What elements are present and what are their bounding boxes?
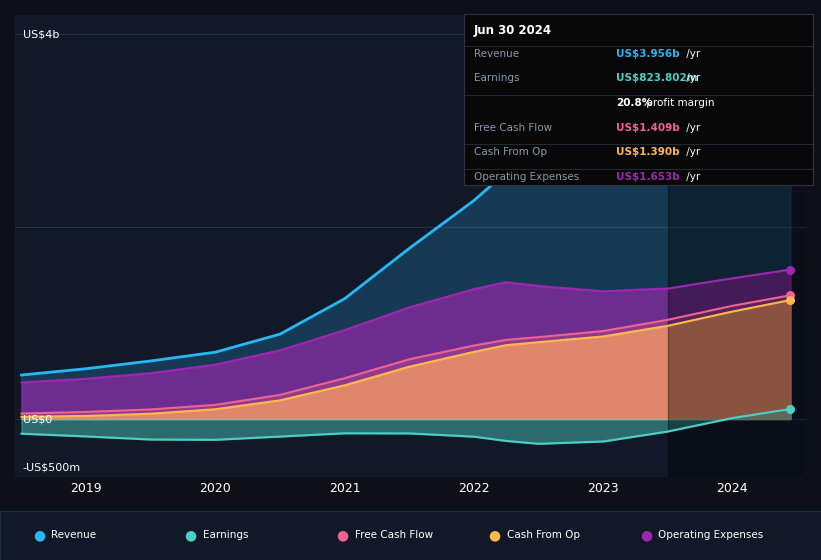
- Bar: [667, 15, 810, 477]
- Text: ●: ●: [337, 529, 349, 542]
- Point: [784, 291, 797, 300]
- Text: US$1.409b: US$1.409b: [616, 123, 680, 133]
- Text: ●: ●: [185, 529, 197, 542]
- Point: [784, 296, 797, 305]
- Text: ●: ●: [33, 529, 45, 542]
- Text: /yr: /yr: [683, 172, 700, 182]
- Text: Jun 30 2024: Jun 30 2024: [474, 24, 552, 37]
- Text: US$823.802m: US$823.802m: [616, 73, 697, 83]
- Text: /yr: /yr: [683, 49, 700, 59]
- Point: [784, 72, 797, 81]
- Text: US$4b: US$4b: [23, 29, 59, 39]
- Text: ●: ●: [640, 529, 653, 542]
- Text: -US$500m: -US$500m: [23, 462, 81, 472]
- Text: /yr: /yr: [683, 123, 700, 133]
- Text: profit margin: profit margin: [643, 98, 714, 108]
- Text: US$0: US$0: [23, 414, 53, 424]
- Text: /yr: /yr: [683, 147, 700, 157]
- Text: 20.8%: 20.8%: [616, 98, 652, 108]
- Text: US$1.390b: US$1.390b: [616, 147, 679, 157]
- Point: [784, 404, 797, 413]
- Text: US$3.956b: US$3.956b: [616, 49, 679, 59]
- Text: Cash From Op: Cash From Op: [474, 147, 547, 157]
- Text: Operating Expenses: Operating Expenses: [474, 172, 579, 182]
- Text: Free Cash Flow: Free Cash Flow: [355, 530, 433, 540]
- Text: US$1.653b: US$1.653b: [616, 172, 680, 182]
- Point: [784, 265, 797, 274]
- Text: /yr: /yr: [683, 73, 700, 83]
- Text: Earnings: Earnings: [474, 73, 519, 83]
- Text: Earnings: Earnings: [203, 530, 248, 540]
- Text: Operating Expenses: Operating Expenses: [658, 530, 764, 540]
- Text: Revenue: Revenue: [474, 49, 519, 59]
- Text: ●: ●: [488, 529, 501, 542]
- Text: Free Cash Flow: Free Cash Flow: [474, 123, 552, 133]
- Text: Cash From Op: Cash From Op: [507, 530, 580, 540]
- Text: Revenue: Revenue: [51, 530, 96, 540]
